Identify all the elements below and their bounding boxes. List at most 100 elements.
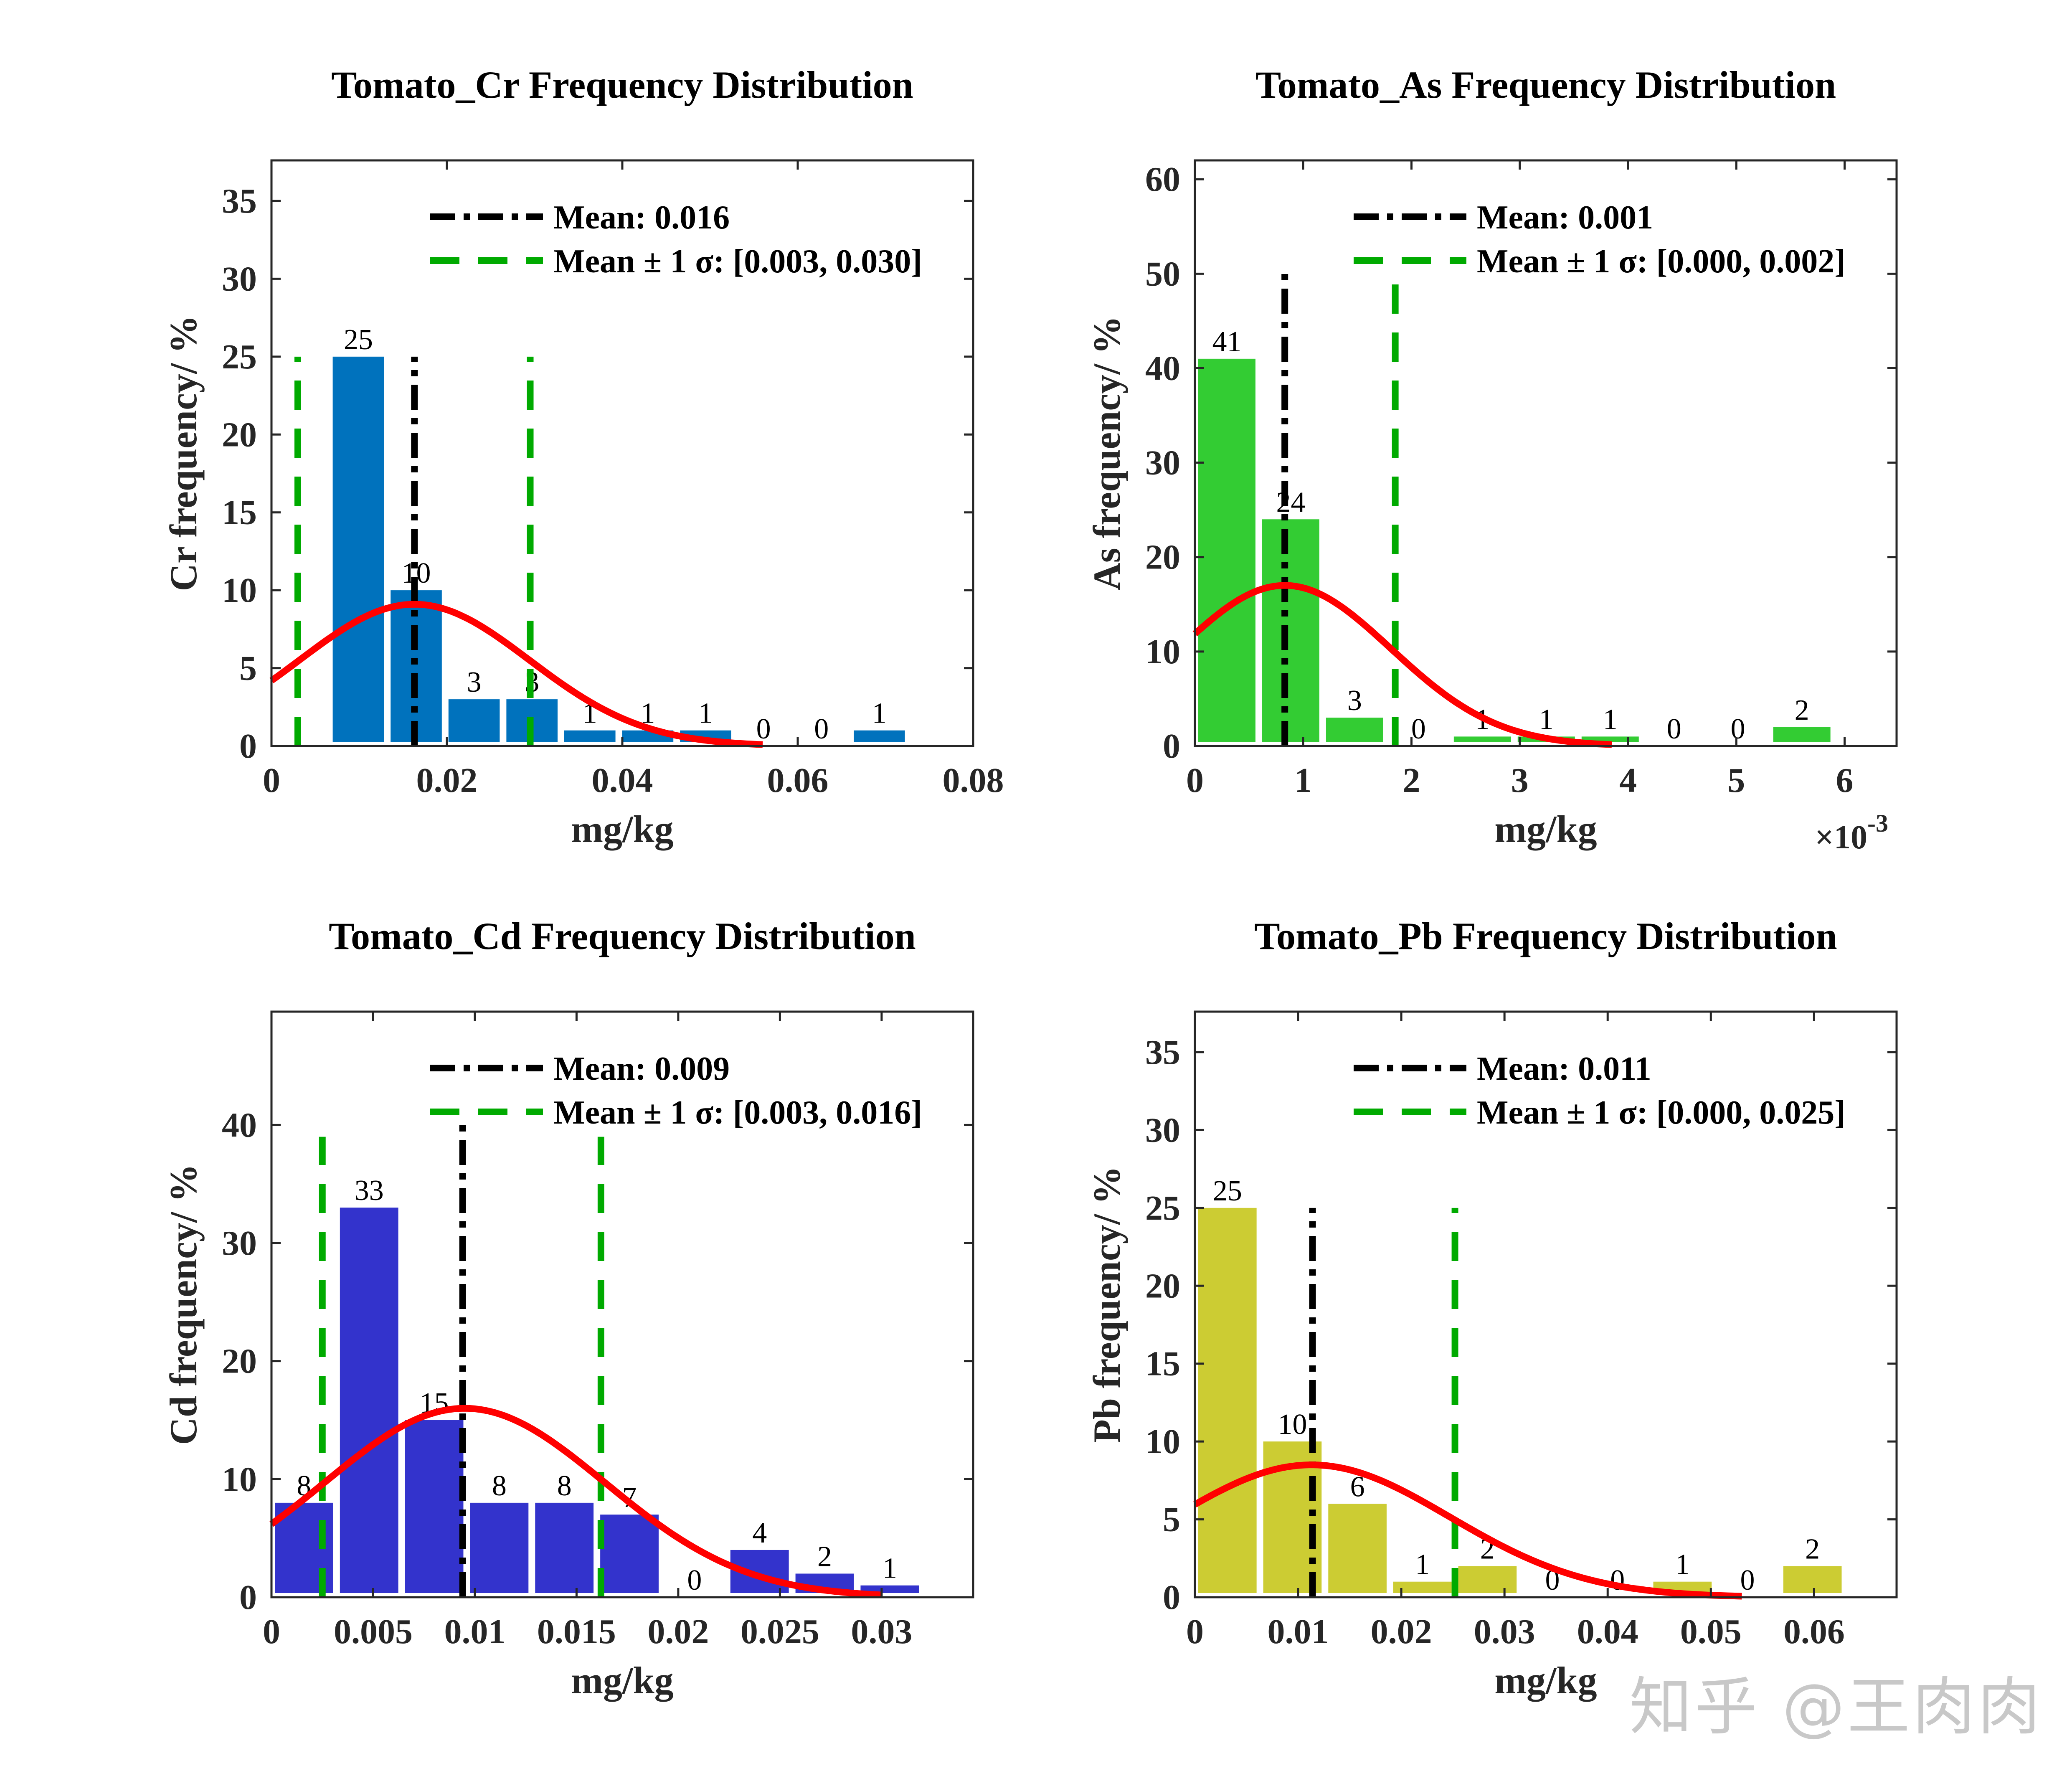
bar-label: 2	[1795, 694, 1809, 726]
bar	[1783, 1566, 1842, 1593]
x-tick-label: 0.04	[592, 761, 653, 800]
x-tick-label: 0	[263, 1612, 280, 1651]
bar	[405, 1420, 464, 1593]
chart-title: Tomato_Cr Frequency Distribution	[331, 63, 913, 106]
x-tick-label: 5	[1727, 761, 1745, 800]
y-tick-label: 30	[1145, 1111, 1180, 1149]
bar-label: 25	[1213, 1175, 1242, 1207]
normal-fit-curve	[1193, 1461, 1742, 1600]
x-tick-label: 0	[1186, 761, 1204, 800]
x-tick-label: 0.06	[1783, 1612, 1845, 1651]
y-axis-label: As frequency/ %	[1085, 316, 1128, 591]
y-axis-label: Cr frequency/ %	[162, 315, 205, 591]
y-tick-label: 10	[222, 1460, 257, 1499]
bar-label: 0	[1740, 1564, 1755, 1596]
bar	[1198, 1208, 1257, 1593]
bar-label: 0	[814, 713, 829, 745]
y-tick-label: 60	[1145, 160, 1180, 199]
legend-sigma-label: Mean ± 1 σ: [0.000, 0.002]	[1477, 243, 1846, 280]
y-tick-label: 5	[1163, 1500, 1180, 1539]
legend-mean-label: Mean: 0.016	[553, 199, 730, 236]
y-axis-label: Cd frequency/ %	[162, 1164, 205, 1445]
y-tick-label: 30	[222, 1224, 257, 1263]
y-tick-label: 20	[1145, 538, 1180, 577]
bar-label: 1	[883, 1553, 897, 1585]
bar-label: 1	[1415, 1549, 1430, 1581]
x-tick-label: 6	[1836, 761, 1854, 800]
y-tick-label: 35	[222, 182, 257, 221]
bar	[470, 1502, 529, 1593]
bar	[535, 1502, 594, 1593]
y-tick-label: 20	[1145, 1266, 1180, 1305]
x-tick-label: 0.01	[444, 1612, 505, 1651]
y-tick-label: 30	[1145, 444, 1180, 482]
y-tick-label: 0	[1163, 1578, 1180, 1617]
y-tick-label: 35	[1145, 1033, 1180, 1072]
axes-box	[1194, 159, 1898, 747]
legend-sigma-label: Mean ± 1 σ: [0.000, 0.025]	[1477, 1094, 1846, 1131]
bar-label: 2	[1805, 1533, 1820, 1565]
bar	[332, 356, 384, 742]
bar	[1393, 1581, 1452, 1593]
x-tick-label: 0.01	[1268, 1612, 1329, 1651]
x-tick-label: 2	[1403, 761, 1420, 800]
x-tick-label: 0.03	[1474, 1612, 1535, 1651]
x-tick-label: 0.015	[537, 1612, 616, 1651]
y-tick-label: 0	[239, 1578, 257, 1617]
y-tick-label: 20	[222, 415, 257, 454]
bar	[1326, 718, 1383, 742]
legend: Mean: 0.016 Mean ± 1 σ: [0.003, 0.030]	[430, 199, 922, 280]
watermark: 知乎 @王肉肉	[1629, 1671, 2043, 1743]
y-tick-label: 15	[1145, 1345, 1180, 1383]
x-tick-label: 0.03	[851, 1612, 912, 1651]
legend-mean-label: Mean: 0.011	[1477, 1050, 1651, 1087]
legend: Mean: 0.001 Mean ± 1 σ: [0.000, 0.002]	[1354, 199, 1846, 280]
bar	[1773, 727, 1831, 742]
bar-label: 1	[698, 698, 713, 730]
bar	[1458, 1566, 1517, 1593]
x-axis-label: mg/kg	[1494, 808, 1597, 850]
bar	[448, 699, 500, 742]
bar-label: 0	[1667, 713, 1681, 745]
normal-fit-curve	[269, 1405, 882, 1598]
exponent-base: ×10	[1815, 819, 1867, 856]
x-tick-label: 0.06	[767, 761, 829, 800]
legend: Mean: 0.011 Mean ± 1 σ: [0.000, 0.025]	[1354, 1050, 1846, 1131]
legend-mean-label: Mean: 0.001	[1477, 199, 1653, 236]
bar-label: 0	[1610, 1564, 1625, 1596]
axes-box	[1194, 1010, 1898, 1598]
bar-label: 3	[1347, 685, 1362, 717]
bar-label: 0	[1411, 713, 1426, 745]
bar-label: 41	[1212, 326, 1241, 358]
bar-label: 25	[344, 324, 373, 356]
x-tick-label: 0.005	[334, 1612, 413, 1651]
bar-label: 0	[687, 1564, 702, 1596]
y-tick-label: 5	[239, 649, 257, 688]
bar	[1453, 736, 1511, 742]
x-tick-label: 0.02	[416, 761, 478, 800]
legend-sigma-label: Mean ± 1 σ: [0.003, 0.016]	[553, 1094, 922, 1131]
chart-title: Tomato_Pb Frequency Distribution	[1254, 915, 1837, 957]
y-tick-label: 0	[239, 727, 257, 766]
x-tick-label: 0.04	[1577, 1612, 1638, 1651]
bar	[600, 1515, 659, 1593]
x-axis-label: mg/kg	[571, 1659, 673, 1702]
x-axis-label: mg/kg	[571, 808, 673, 850]
y-tick-label: 10	[1145, 632, 1180, 671]
x-axis-label: mg/kg	[1494, 1659, 1597, 1702]
bar-label: 24	[1276, 486, 1305, 518]
chart-panel-1: Tomato_Cr Frequency Distribution25103311…	[162, 63, 1004, 850]
bar-label: 33	[355, 1175, 384, 1207]
y-tick-label: 30	[222, 259, 257, 298]
x-tick-label: 4	[1619, 761, 1637, 800]
x-axis-exponent: ×10-3	[1815, 809, 1888, 856]
bar-label: 3	[467, 666, 482, 698]
bar-label: 1	[1539, 703, 1554, 736]
y-tick-label: 25	[1145, 1189, 1180, 1228]
x-tick-label: 0	[1186, 1612, 1204, 1651]
bar	[860, 1585, 919, 1593]
bar	[564, 730, 616, 742]
